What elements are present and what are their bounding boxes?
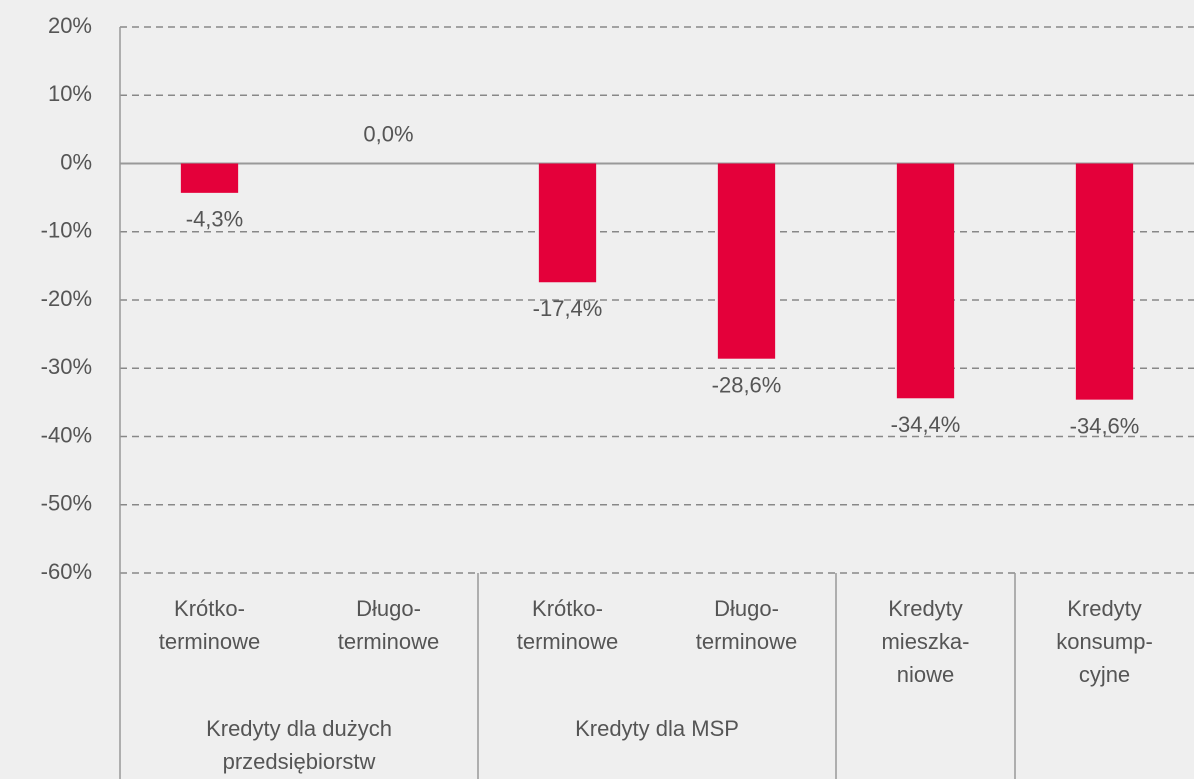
bar [1075,163,1134,400]
x-tick-label: mieszka- [881,629,969,654]
value-label: -17,4% [533,296,603,321]
group-label: Kredyty dla dużych [206,716,392,741]
y-tick-label: -50% [41,491,92,516]
x-tick-label: Krótko- [532,596,603,621]
y-tick-label: 0% [60,149,92,174]
x-tick-label: terminowe [159,629,260,654]
x-tick-label: konsump- [1056,629,1153,654]
y-tick-label: 10% [48,81,92,106]
x-tick-label: Krótko- [174,596,245,621]
value-label: -4,3% [186,207,243,232]
bar [180,163,239,193]
y-tick-label: -40% [41,422,92,447]
x-tick-label: Kredyty [888,596,963,621]
x-tick-label: Kredyty [1067,596,1142,621]
value-label: -28,6% [712,373,782,398]
y-tick-label: -30% [41,354,92,379]
bar [896,163,955,399]
y-tick-label: -10% [41,218,92,243]
group-label: przedsiębiorstw [223,749,376,774]
x-tick-label: terminowe [696,629,797,654]
x-tick-label: terminowe [517,629,618,654]
group-label: Kredyty dla MSP [575,716,739,741]
x-tick-label: terminowe [338,629,439,654]
value-label: -34,4% [891,412,961,437]
x-tick-label: Długo- [714,596,779,621]
y-tick-label: -20% [41,286,92,311]
x-tick-label: cyjne [1079,662,1130,687]
bar [717,163,776,359]
value-label: 0,0% [363,121,413,146]
x-tick-label: niowe [897,662,954,687]
bar [538,163,597,283]
x-tick-label: Długo- [356,596,421,621]
value-label: -34,6% [1070,413,1140,438]
y-tick-label: -60% [41,559,92,584]
y-tick-label: 20% [48,13,92,38]
